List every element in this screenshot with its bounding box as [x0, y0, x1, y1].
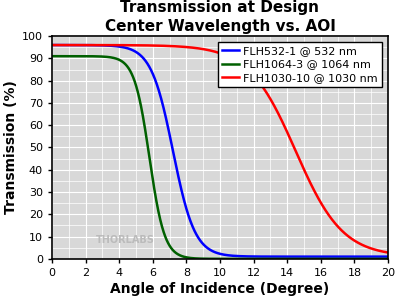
FLH1030-10 @ 1030 nm: [376, 249, 380, 252]
FLH1064-3 @ 1064 nm: [204, 257, 209, 261]
FLH532-1 @ 532 nm: [376, 255, 380, 259]
FLH532-1 @ 532 nm: [67, 43, 72, 47]
FLH532-1 @ 532 nm: [314, 255, 319, 259]
FLH1064-3 @ 1064 nm: [386, 257, 390, 261]
Title: Transmission at Design
Center Wavelength vs. AOI: Transmission at Design Center Wavelength…: [104, 0, 336, 34]
FLH532-1 @ 532 nm: [204, 245, 209, 249]
FLH532-1 @ 532 nm: [376, 255, 381, 259]
FLH1064-3 @ 1064 nm: [376, 257, 381, 261]
FLH1064-3 @ 1064 nm: [50, 54, 54, 58]
FLH1030-10 @ 1030 nm: [386, 251, 390, 254]
FLH532-1 @ 532 nm: [213, 250, 218, 254]
Line: FLH532-1 @ 532 nm: FLH532-1 @ 532 nm: [52, 45, 388, 257]
FLH1064-3 @ 1064 nm: [213, 257, 218, 261]
Line: FLH1030-10 @ 1030 nm: FLH1030-10 @ 1030 nm: [52, 45, 388, 253]
FLH532-1 @ 532 nm: [50, 43, 54, 47]
FLH1030-10 @ 1030 nm: [67, 43, 72, 47]
FLH1030-10 @ 1030 nm: [204, 48, 209, 51]
FLH532-1 @ 532 nm: [386, 255, 390, 259]
FLH1030-10 @ 1030 nm: [50, 43, 54, 47]
FLH1064-3 @ 1064 nm: [376, 257, 380, 261]
FLH1030-10 @ 1030 nm: [213, 50, 218, 54]
FLH1030-10 @ 1030 nm: [376, 249, 381, 252]
Line: FLH1064-3 @ 1064 nm: FLH1064-3 @ 1064 nm: [52, 56, 388, 259]
FLH1064-3 @ 1064 nm: [67, 54, 72, 58]
Text: THORLABS: THORLABS: [96, 235, 154, 246]
X-axis label: Angle of Incidence (Degree): Angle of Incidence (Degree): [110, 282, 330, 296]
FLH1030-10 @ 1030 nm: [314, 193, 319, 197]
FLH1064-3 @ 1064 nm: [314, 257, 319, 261]
Y-axis label: Transmission (%): Transmission (%): [4, 81, 18, 214]
Legend: FLH532-1 @ 532 nm, FLH1064-3 @ 1064 nm, FLH1030-10 @ 1030 nm: FLH532-1 @ 532 nm, FLH1064-3 @ 1064 nm, …: [218, 42, 382, 87]
